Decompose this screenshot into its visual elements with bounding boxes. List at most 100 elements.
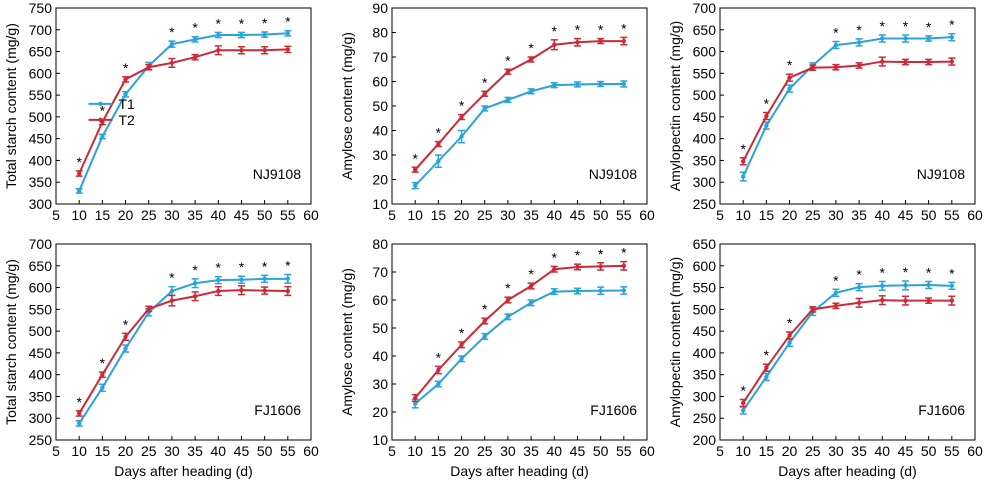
x-tick-label: 30: [828, 207, 844, 223]
data-point-T2: [621, 38, 627, 44]
data-point-T2: [436, 141, 441, 147]
y-tick-label: 450: [693, 323, 717, 339]
significance-marker: *: [192, 262, 198, 278]
y-tick-label: 80: [372, 236, 388, 252]
significance-marker: *: [926, 264, 932, 280]
significance-marker: *: [76, 154, 82, 170]
y-axis-label: Amylopectin content (mg/g): [667, 21, 683, 191]
data-point-T2: [552, 267, 557, 272]
data-point-T2: [262, 288, 267, 293]
data-point-T1: [123, 92, 128, 97]
data-point-T2: [810, 65, 815, 70]
y-tick-label: 40: [372, 123, 388, 139]
plot-frame: [719, 7, 976, 205]
x-tick-label: 55: [944, 443, 960, 459]
x-tick-label: 30: [500, 207, 516, 223]
x-tick-label: 35: [523, 443, 539, 459]
x-tick-label: 15: [95, 207, 111, 223]
data-point-T1: [216, 277, 221, 283]
x-tick-label: 45: [898, 207, 914, 223]
data-point-T2: [903, 298, 908, 303]
x-tick-label: 60: [639, 207, 655, 223]
significance-marker: *: [262, 15, 268, 31]
data-point-T1: [764, 123, 769, 128]
plot-frame: [391, 243, 648, 441]
significance-marker: *: [880, 264, 886, 280]
x-tick-label: 55: [944, 207, 960, 223]
data-point-T2: [764, 365, 769, 370]
y-tick-label: 300: [693, 174, 717, 190]
y-tick-label: 400: [29, 152, 53, 168]
y-tick-label: 300: [29, 196, 53, 212]
significance-marker: *: [505, 52, 511, 68]
variety-label: NJ9108: [253, 166, 301, 182]
x-tick-label: 55: [616, 443, 632, 459]
x-tick-label: 45: [898, 443, 914, 459]
y-tick-label: 20: [372, 404, 388, 420]
significance-marker: *: [575, 22, 581, 38]
significance-marker: *: [436, 349, 442, 365]
legend-marker-T1: [98, 101, 103, 107]
series-line-T2: [414, 264, 624, 399]
data-point-T2: [575, 40, 580, 45]
data-point-T2: [76, 171, 82, 176]
y-tick-label: 400: [693, 131, 717, 147]
data-point-T1: [412, 401, 418, 406]
data-point-T2: [436, 367, 441, 373]
data-point-T2: [412, 167, 418, 172]
x-axis-label: Days after heading (d): [450, 463, 589, 479]
significance-marker: *: [926, 19, 932, 35]
variety-label: FJ1606: [254, 402, 301, 418]
variety-label: NJ9108: [589, 166, 637, 182]
variety-label: FJ1606: [590, 402, 637, 418]
data-point-T2: [740, 159, 746, 164]
chart-panel-6: 200 250 300 350 400 450 500 550 600 650 5 10 15 20 25 3…: [667, 236, 983, 479]
data-point-T1: [552, 289, 557, 294]
x-tick-label: 60: [967, 443, 983, 459]
x-tick-label: 5: [52, 443, 60, 459]
x-tick-label: 45: [570, 207, 586, 223]
data-point-T1: [285, 276, 291, 282]
y-tick-label: 350: [29, 388, 53, 404]
x-tick-label: 15: [431, 207, 447, 223]
y-tick-label: 70: [372, 49, 388, 65]
data-point-T1: [528, 89, 534, 94]
data-point-T1: [100, 134, 105, 139]
y-tick-label: 600: [29, 65, 53, 81]
y-tick-label: 450: [29, 131, 53, 147]
data-point-T1: [880, 36, 885, 41]
data-point-T2: [880, 59, 885, 64]
x-tick-label: 40: [210, 443, 226, 459]
x-tick-label: 15: [95, 443, 111, 459]
data-point-T1: [880, 283, 885, 289]
data-point-T1: [856, 40, 862, 45]
x-tick-label: 20: [454, 207, 470, 223]
y-tick-label: 500: [29, 323, 53, 339]
data-point-T2: [262, 48, 267, 53]
data-point-T2: [505, 297, 511, 303]
series-line-T2: [78, 48, 288, 174]
significance-marker: *: [216, 15, 222, 31]
y-tick-label: 550: [693, 280, 717, 296]
significance-marker: *: [459, 325, 465, 341]
significance-marker: *: [436, 125, 442, 141]
x-tick-label: 35: [851, 443, 867, 459]
y-axis-label: Total starch content (mg/g): [3, 23, 19, 189]
series-line-T1: [742, 36, 952, 177]
x-tick-label: 55: [616, 207, 632, 223]
x-axis-label: Days after heading (d): [114, 463, 253, 479]
y-tick-label: 550: [29, 87, 53, 103]
significance-marker: *: [764, 96, 770, 112]
data-point-T2: [239, 48, 244, 53]
significance-marker: *: [239, 15, 245, 31]
x-tick-label: 50: [921, 207, 937, 223]
data-point-T1: [856, 284, 862, 290]
y-tick-label: 300: [29, 410, 53, 426]
data-point-T1: [459, 134, 464, 139]
data-point-T2: [123, 77, 128, 82]
significance-marker: *: [740, 141, 746, 157]
x-tick-label: 15: [759, 207, 775, 223]
data-point-T1: [169, 41, 175, 47]
y-tick-label: 600: [693, 258, 717, 274]
